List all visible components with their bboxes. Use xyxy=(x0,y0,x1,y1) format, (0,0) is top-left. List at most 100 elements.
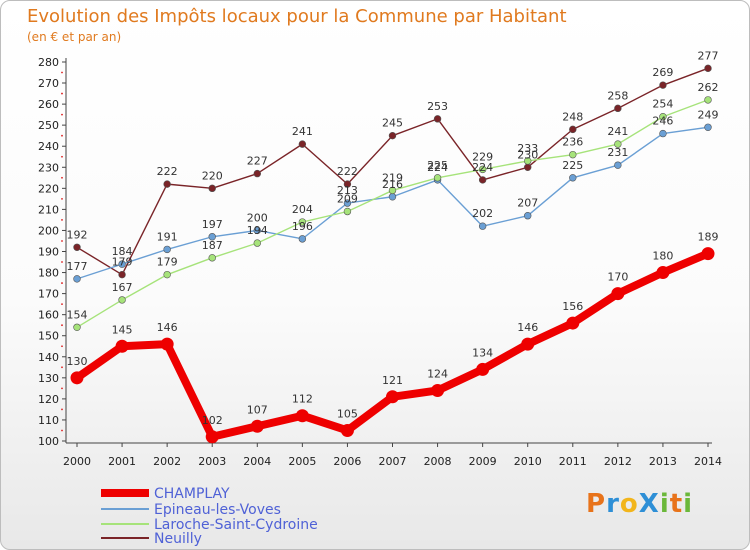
data-point xyxy=(388,131,397,140)
y-tick-label: 270 xyxy=(38,77,59,90)
data-label: 213 xyxy=(337,184,358,197)
y-minor-tick xyxy=(61,113,63,116)
data-point xyxy=(659,113,667,121)
y-tick-label: 200 xyxy=(38,224,59,237)
x-tick-label: 2003 xyxy=(198,455,226,468)
data-label: 229 xyxy=(472,150,493,163)
data-label: 102 xyxy=(202,414,223,427)
x-tick-label: 2000 xyxy=(63,455,91,468)
y-minor-tick xyxy=(61,240,63,242)
y-minor-tick xyxy=(61,303,63,306)
data-point xyxy=(569,150,577,159)
y-minor-tick xyxy=(61,219,63,221)
data-point xyxy=(343,199,352,207)
y-minor-tick xyxy=(61,92,63,95)
data-label: 225 xyxy=(427,159,448,172)
data-label: 124 xyxy=(427,367,448,380)
x-tick-label: 2011 xyxy=(559,455,587,468)
data-label: 216 xyxy=(382,178,403,191)
x-tick-label: 2002 xyxy=(153,455,181,468)
data-label: 204 xyxy=(292,203,313,216)
data-point xyxy=(70,371,84,385)
data-point xyxy=(659,81,667,89)
x-tick-label: 2014 xyxy=(694,455,722,468)
y-minor-tick xyxy=(61,282,63,284)
data-label: 167 xyxy=(112,281,133,294)
y-tick-label: 260 xyxy=(38,98,59,111)
data-label: 194 xyxy=(247,224,268,237)
data-point xyxy=(115,339,129,353)
data-point xyxy=(208,254,216,262)
x-tick-label: 2009 xyxy=(469,455,497,468)
y-tick-label: 100 xyxy=(38,435,59,448)
data-label: 197 xyxy=(202,218,223,231)
data-label: 224 xyxy=(427,161,448,174)
y-minor-tick xyxy=(61,155,63,158)
y-tick-label: 140 xyxy=(38,351,59,364)
y-minor-tick xyxy=(61,261,63,263)
data-label: 184 xyxy=(112,245,133,258)
y-tick-label: 110 xyxy=(38,414,59,427)
data-point xyxy=(566,316,580,330)
data-point xyxy=(208,184,216,193)
data-point xyxy=(298,218,307,226)
y-tick-label: 160 xyxy=(38,309,59,322)
data-label: 254 xyxy=(652,98,673,111)
data-label: 170 xyxy=(607,271,628,284)
y-tick-label: 220 xyxy=(38,182,59,195)
x-tick-label: 2012 xyxy=(604,455,632,468)
logo-letter: t xyxy=(669,489,684,519)
data-point xyxy=(73,275,81,283)
data-point xyxy=(253,169,261,178)
legend-label: Neuilly xyxy=(154,531,202,547)
y-minor-tick xyxy=(61,429,63,432)
data-label: 249 xyxy=(698,108,719,121)
logo-letter: r xyxy=(606,489,620,519)
data-point xyxy=(524,157,532,165)
y-tick-label: 210 xyxy=(38,203,59,216)
data-label: 207 xyxy=(517,197,538,210)
y-tick-label: 180 xyxy=(38,267,59,280)
y-tick-label: 190 xyxy=(38,246,59,259)
y-tick-label: 120 xyxy=(38,393,59,406)
y-minor-tick xyxy=(61,197,63,200)
data-label: 219 xyxy=(382,171,403,184)
data-point xyxy=(524,163,532,171)
data-label: 179 xyxy=(157,256,178,269)
data-point xyxy=(343,180,352,188)
data-point xyxy=(205,430,219,444)
data-point xyxy=(614,104,622,113)
data-point xyxy=(611,287,625,301)
y-tick-label: 250 xyxy=(38,119,59,132)
x-tick-label: 2013 xyxy=(649,455,677,468)
data-point xyxy=(478,222,487,230)
legend-label: CHAMPLAY xyxy=(154,486,230,502)
y-minor-tick xyxy=(61,408,63,411)
y-tick-label: 240 xyxy=(38,140,59,153)
data-label: 236 xyxy=(562,136,583,149)
data-point xyxy=(118,296,126,304)
proxiti-logo: ProXiti xyxy=(586,489,693,519)
data-label: 262 xyxy=(698,81,719,94)
data-point xyxy=(478,165,487,174)
y-minor-tick xyxy=(61,387,63,390)
logo-letter: P xyxy=(586,489,607,519)
x-tick-label: 2001 xyxy=(108,455,136,468)
data-point xyxy=(298,140,307,148)
data-point xyxy=(343,207,352,216)
x-tick-label: 2007 xyxy=(379,455,407,468)
data-point xyxy=(704,64,712,73)
data-point xyxy=(163,180,171,188)
x-tick-label: 2005 xyxy=(288,455,316,468)
data-label: 209 xyxy=(337,192,358,205)
data-label: 220 xyxy=(202,169,223,182)
x-tick-label: 2004 xyxy=(243,455,271,468)
data-label: 202 xyxy=(472,207,493,220)
data-label: 146 xyxy=(157,321,178,334)
data-label: 241 xyxy=(607,125,628,138)
y-minor-tick xyxy=(61,324,63,327)
y-tick-label: 130 xyxy=(38,372,59,385)
data-label: 177 xyxy=(67,260,88,273)
data-point xyxy=(433,174,442,182)
